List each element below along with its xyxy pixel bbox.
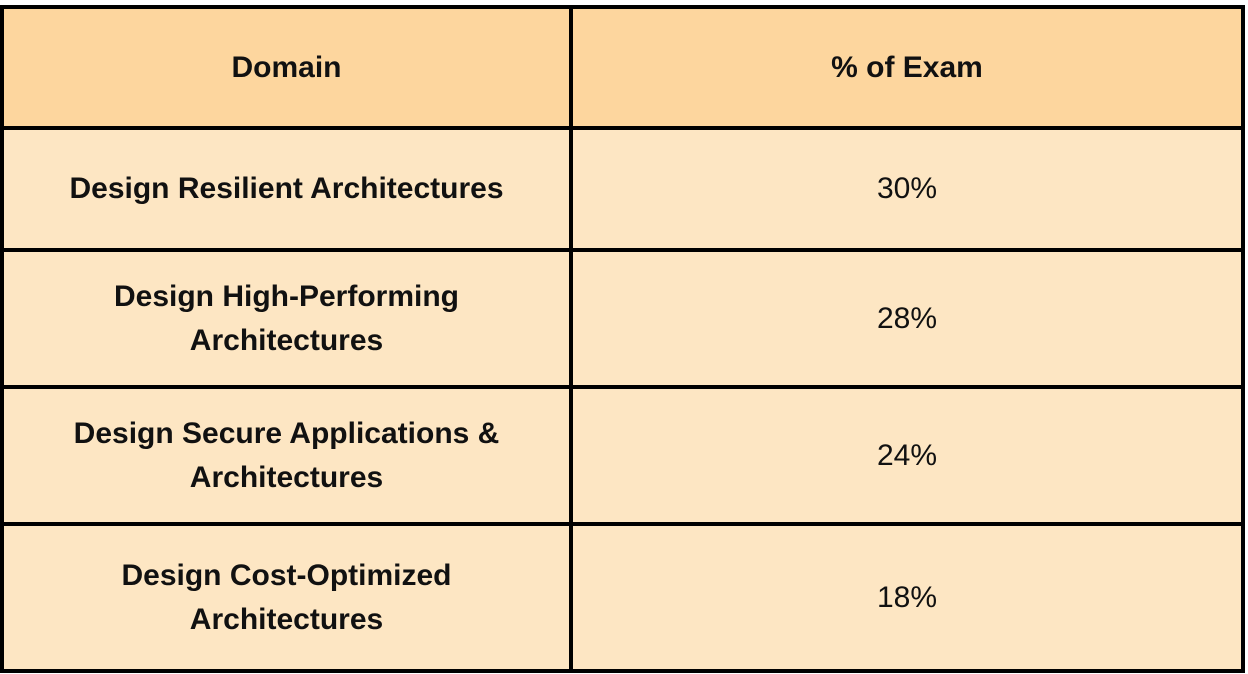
table-row-domain: Design Secure Applications & Architectur… bbox=[4, 389, 573, 526]
domain-label: Design Resilient Architectures bbox=[69, 172, 504, 205]
header-percent-label: % of Exam bbox=[831, 50, 983, 84]
percent-value: 30% bbox=[876, 172, 938, 205]
header-percent: % of Exam bbox=[573, 9, 1241, 130]
header-domain: Domain bbox=[4, 9, 573, 130]
domain-label: Design Cost-Optimized Architectures bbox=[121, 558, 452, 636]
percent-value: 24% bbox=[876, 438, 938, 472]
header-domain-label: Domain bbox=[231, 50, 342, 84]
table-row-domain: Design High-Performing Architectures bbox=[4, 252, 573, 389]
domain-label: Design Secure Applications & Architectur… bbox=[73, 416, 500, 494]
table-row-percent: 18% bbox=[573, 526, 1241, 669]
table-row-domain: Design Cost-Optimized Architectures bbox=[4, 526, 573, 669]
table-row-percent: 28% bbox=[573, 252, 1241, 389]
table-row-percent: 24% bbox=[573, 389, 1241, 526]
domain-label: Design High-Performing Architectures bbox=[113, 279, 459, 357]
table-row-domain: Design Resilient Architectures bbox=[4, 130, 573, 252]
percent-value: 18% bbox=[876, 580, 938, 614]
table-row-percent: 30% bbox=[573, 130, 1241, 252]
percent-value: 28% bbox=[876, 301, 938, 335]
exam-domain-table: Domain % of Exam Design Resilient Archit… bbox=[0, 5, 1245, 673]
